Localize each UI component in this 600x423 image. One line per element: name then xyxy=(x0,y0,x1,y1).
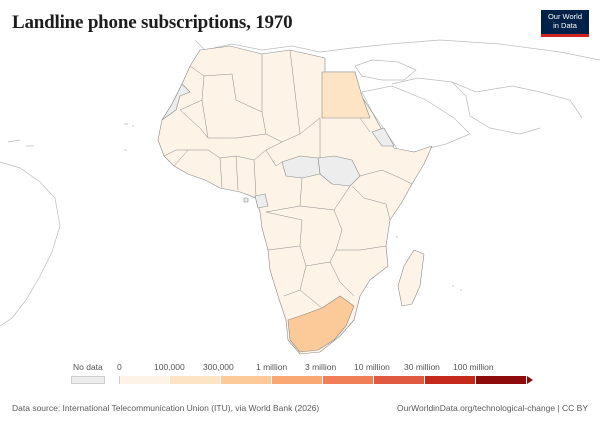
europe-outline xyxy=(194,39,600,61)
gulf-of-guinea-island xyxy=(243,197,249,203)
logo-line-2: in Data xyxy=(553,21,577,30)
legend-bin-4 xyxy=(323,376,374,384)
owid-logo[interactable]: Our World in Data xyxy=(541,10,589,37)
seychelles-islands xyxy=(395,235,399,239)
legend-scale-arrow xyxy=(527,376,533,384)
legend-tick-label: 30 million xyxy=(404,362,440,372)
legend-bin-2 xyxy=(221,376,272,384)
western-sahara xyxy=(161,83,191,121)
legend-no-data-swatch xyxy=(71,376,105,384)
central-african-republic xyxy=(281,155,321,179)
mascarene-islands xyxy=(452,285,462,291)
madagascar xyxy=(397,249,425,307)
data-source-note: Data source: International Telecommunica… xyxy=(12,403,320,413)
equatorial-guinea xyxy=(254,193,269,209)
legend-bin-0 xyxy=(119,376,170,384)
iran-outline xyxy=(451,81,541,135)
africa-choropleth-map xyxy=(0,39,600,355)
legend-tick-label: 3 million xyxy=(305,362,337,372)
middle-east-outline xyxy=(391,77,583,119)
south-africa xyxy=(287,295,355,353)
chart-title: Landline phone subscriptions, 1970 xyxy=(12,12,293,33)
legend-tick-label: 100,000 xyxy=(154,362,185,372)
legend: No data 0 100,000 300,000 1 million 3 mi… xyxy=(0,362,600,392)
legend-bin-1 xyxy=(170,376,221,384)
arabian-peninsula-outline xyxy=(361,85,471,153)
caribbean-islands xyxy=(7,139,34,147)
logo-accent-bar xyxy=(541,34,589,37)
south-america-outline xyxy=(0,161,61,327)
attribution-link[interactable]: OurWorldinData.org/technological-change … xyxy=(396,403,588,413)
legend-tick-label: 100 million xyxy=(453,362,494,372)
canary-islands xyxy=(124,123,134,127)
background-landmasses xyxy=(0,39,600,327)
legend-tick-label: 10 million xyxy=(354,362,390,372)
legend-tick-label: 300,000 xyxy=(203,362,234,372)
legend-tick-label: 1 million xyxy=(256,362,288,372)
egypt xyxy=(321,71,371,119)
anatolia-outline xyxy=(354,59,417,81)
legend-color-scale xyxy=(119,376,527,384)
legend-bin-5 xyxy=(374,376,425,384)
eritrea xyxy=(371,127,395,147)
country-borders xyxy=(163,49,413,309)
legend-bin-3 xyxy=(272,376,323,384)
south-sudan xyxy=(317,155,361,187)
logo-line-1: Our World xyxy=(547,12,583,21)
legend-tick-label: 0 xyxy=(117,362,122,372)
legend-bin-6 xyxy=(425,376,476,384)
legend-no-data-label: No data xyxy=(73,362,103,372)
legend-bin-7 xyxy=(476,376,527,384)
